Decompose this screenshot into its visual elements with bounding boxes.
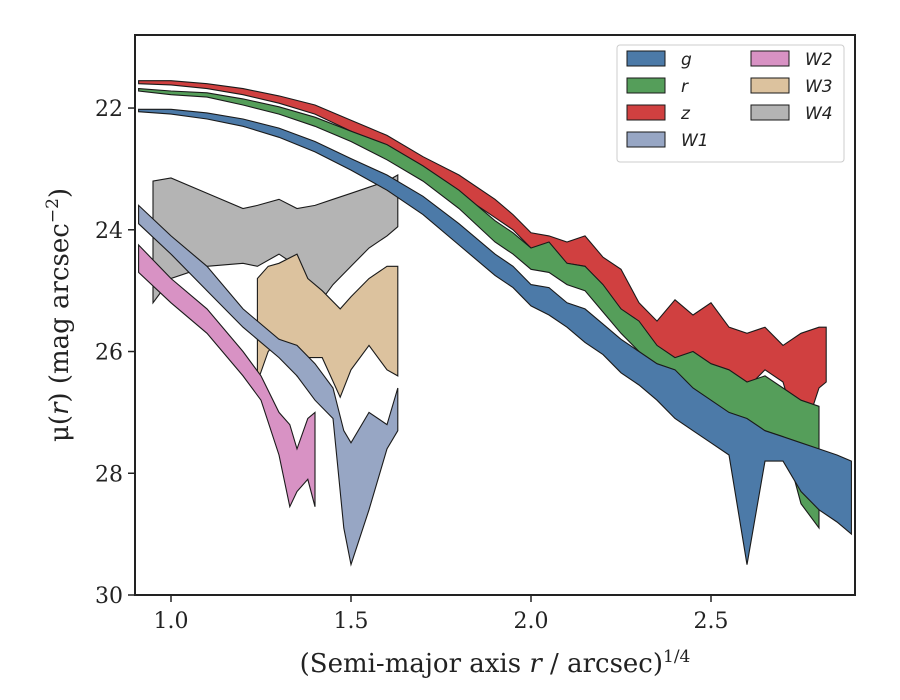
y-axis-label-exp: −2 [43,198,63,223]
y-tick-label: 22 [95,97,123,122]
y-tick-label: 26 [95,341,123,366]
y-axis-label-close: ) [45,188,75,198]
bands-layer [138,80,852,567]
x-axis-label-var: r [529,649,543,679]
legend-item-w3: W3 [750,77,833,97]
legend-swatch [750,104,790,121]
band-w2 [138,243,316,509]
legend-item-w1: W1 [626,131,709,151]
legend-label: z [680,104,691,124]
legend-label: W3 [805,77,833,97]
y-axis-label: μ(r) (mag arcsec−2) [43,188,75,442]
legend-swatch [750,50,790,67]
x-axis-label-suffix: / arcsec) [542,649,663,679]
legend-swatch [626,50,666,67]
legend-item-r: r [626,77,689,97]
x-axis-label-prefix: (Semi-major axis [300,649,530,679]
x-tick-label: 1.0 [154,609,189,634]
band-w4 [152,174,399,311]
legend-item-g: g [626,50,692,70]
legend-swatch [626,104,666,121]
legend-swatch [750,77,790,94]
y-tick-label: 24 [95,219,123,244]
x-tick-label: 1.5 [334,609,369,634]
y-axis-label-prefix: μ( [45,415,75,442]
legend-label: g [681,50,692,70]
legend-label: W1 [681,131,709,151]
y-tick-label: 28 [95,462,123,487]
x-tick-label: 2.5 [694,609,729,634]
band-g [138,108,852,565]
legend-item-w2: W2 [750,50,833,70]
legend-label: r [681,77,689,97]
x-tick-label: 2.0 [514,609,549,634]
y-tick-label: 30 [95,584,123,609]
legend-label: W2 [805,50,833,70]
legend: grz W1 W2 W3 W4 [616,44,845,163]
legend-label: W4 [805,104,833,124]
legend-item-w4: W4 [750,104,833,124]
legend-box [616,44,845,163]
legend-swatch [626,131,666,148]
plot-frame [134,34,856,596]
x-axis-label: (Semi-major axis r / arcsec)1/4 [300,647,691,679]
y-axis-label-var: r [45,401,75,415]
band-w1 [138,204,399,567]
y-axis-label-suffix: ) (mag arcsec [45,223,75,402]
ticks-layer: 1.0 1.5 2.0 2.5 22 24 26 28 30 [95,97,729,634]
legend-item-z: z [626,104,691,124]
legend-swatch [626,77,666,94]
x-axis-label-exp: 1/4 [663,647,690,667]
